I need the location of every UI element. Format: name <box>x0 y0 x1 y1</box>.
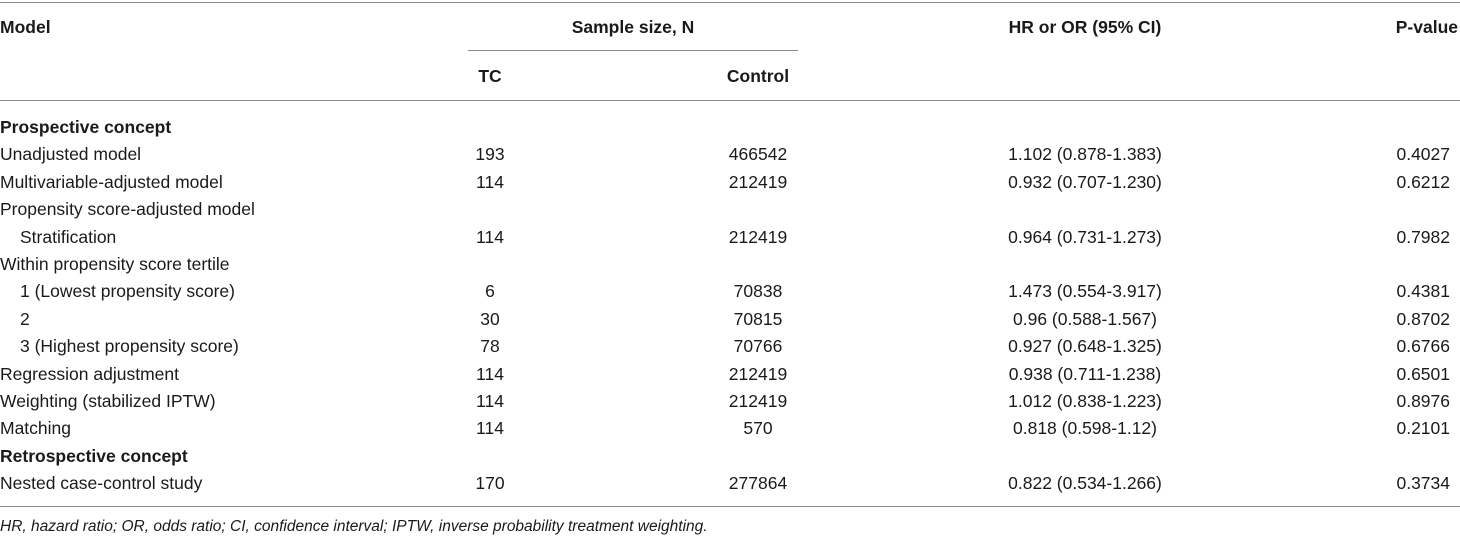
estimate-cell: 1.012 (0.838-1.223) <box>1008 391 1162 411</box>
p-value-cell: 0.4381 <box>1396 281 1450 302</box>
section-title: Prospective concept <box>0 117 172 137</box>
model-cell: Stratification <box>20 226 117 247</box>
tc-cell: 114 <box>476 363 504 384</box>
control-cell: 570 <box>743 418 773 439</box>
p-value-cell: 0.2101 <box>1396 418 1450 439</box>
model-cell: Matching <box>0 418 72 439</box>
control-cell: 466542 <box>728 144 788 165</box>
header-estimate: HR or OR (95% CI) <box>1008 17 1162 37</box>
p-value-cell: 0.7982 <box>1396 226 1450 247</box>
header-tc: TC <box>478 66 502 86</box>
estimate-cell: 0.964 (0.731-1.273) <box>1008 226 1162 247</box>
estimate-cell: 1.473 (0.554-3.917) <box>1008 281 1162 302</box>
tc-cell: 114 <box>476 171 504 192</box>
model-cell: 3 (Highest propensity score) <box>20 336 239 357</box>
model-cell: Nested case-control study <box>0 473 203 494</box>
model-cell: Multivariable-adjusted model <box>0 171 223 192</box>
control-cell: 70815 <box>733 308 783 329</box>
control-cell: 70838 <box>733 281 783 302</box>
bottom-rule <box>0 506 1460 507</box>
estimate-cell: 0.932 (0.707-1.230) <box>1008 171 1162 192</box>
p-value-cell: 0.8702 <box>1396 308 1450 329</box>
control-cell: 212419 <box>728 363 788 384</box>
model-cell: 1 (Lowest propensity score) <box>20 281 235 302</box>
header-control: Control <box>726 66 790 86</box>
estimate-cell: 1.102 (0.878-1.383) <box>1008 144 1162 165</box>
p-value-cell: 0.3734 <box>1396 473 1450 494</box>
section-title: Retrospective concept <box>0 445 188 466</box>
model-cell: Weighting (stabilized IPTW) <box>0 391 216 411</box>
estimate-cell: 0.927 (0.648-1.325) <box>1008 336 1162 357</box>
control-cell: 212419 <box>728 171 788 192</box>
estimate-cell: 0.822 (0.534-1.266) <box>1008 473 1162 494</box>
estimate-cell: 0.938 (0.711-1.238) <box>1008 363 1162 384</box>
top-rule <box>0 2 1460 3</box>
model-cell: 2 <box>20 308 30 329</box>
model-cell: Unadjusted model <box>0 144 142 165</box>
estimate-cell: 0.818 (0.598-1.12) <box>1013 418 1157 439</box>
tc-cell: 114 <box>476 418 504 439</box>
model-cell: Regression adjustment <box>0 363 179 384</box>
header-model: Model <box>0 17 51 37</box>
control-cell: 70766 <box>733 336 783 357</box>
header-rule <box>0 100 1460 101</box>
p-value-cell: 0.6501 <box>1396 363 1450 384</box>
control-cell: 212419 <box>728 391 788 411</box>
p-value-cell: 0.6766 <box>1396 336 1450 357</box>
control-cell: 277864 <box>728 473 788 494</box>
tc-cell: 30 <box>480 308 500 329</box>
p-value-cell: 0.8976 <box>1396 391 1450 411</box>
header-subrule <box>468 50 798 51</box>
header-p-value: P-value <box>1395 17 1458 37</box>
group-label: Within propensity score tertile <box>0 254 230 274</box>
estimate-cell: 0.96 (0.588-1.567) <box>1013 308 1157 329</box>
control-cell: 212419 <box>728 226 788 247</box>
footnote: HR, hazard ratio; OR, odds ratio; CI, co… <box>0 518 708 535</box>
tc-cell: 114 <box>476 226 504 247</box>
tc-cell: 193 <box>475 144 505 165</box>
p-value-cell: 0.6212 <box>1396 171 1450 192</box>
group-label: Propensity score-adjusted model <box>0 199 255 220</box>
p-value-cell: 0.4027 <box>1396 144 1450 165</box>
tc-cell: 170 <box>475 473 505 494</box>
tc-cell: 78 <box>480 336 500 357</box>
header-sample-size: Sample size, N <box>571 17 695 37</box>
tc-cell: 114 <box>476 391 504 411</box>
tc-cell: 6 <box>485 281 495 302</box>
